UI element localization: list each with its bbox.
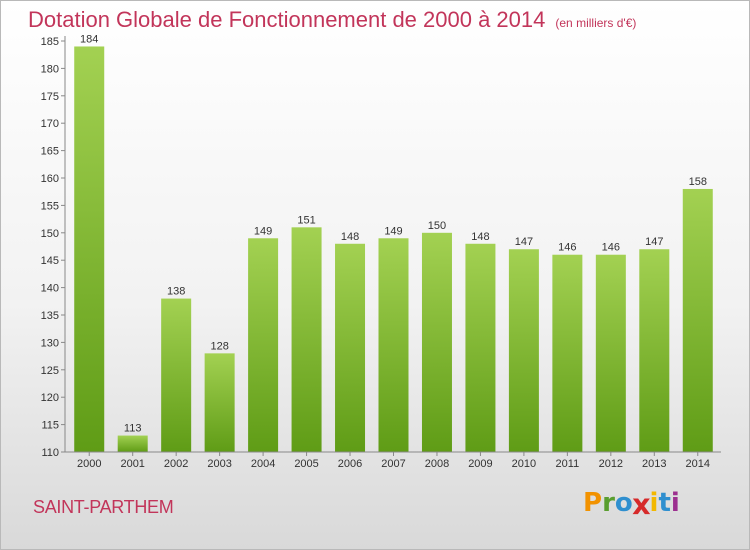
logo-letter: r <box>602 488 615 518</box>
bar-2012 <box>595 254 626 452</box>
x-tick-label-2007: 2007 <box>381 458 405 470</box>
y-tick-label: 120 <box>41 392 59 404</box>
x-tick-label-2006: 2006 <box>338 458 362 470</box>
bar-2010 <box>508 249 539 452</box>
y-tick-label: 140 <box>41 283 59 295</box>
bar-2013 <box>639 249 670 452</box>
y-tick-label: 165 <box>41 146 59 158</box>
data-label-2010: 147 <box>515 236 533 248</box>
y-tick-label: 185 <box>41 36 59 48</box>
chart-subtitle: (en milliers d'€) <box>555 16 637 30</box>
data-label-2013: 147 <box>645 236 663 248</box>
chart-title-text: Dotation Globale de Fonctionnement de 20… <box>28 7 546 32</box>
x-tick-label-2008: 2008 <box>425 458 449 470</box>
x-tick-label-2010: 2010 <box>512 458 536 470</box>
y-tick-label: 145 <box>41 255 59 267</box>
data-label-2008: 150 <box>428 220 446 232</box>
bar-2009 <box>465 243 496 452</box>
x-tick-label-2013: 2013 <box>642 458 666 470</box>
y-tick-label: 160 <box>41 173 59 185</box>
data-label-2001: 113 <box>124 423 142 435</box>
data-label-2002: 138 <box>167 286 185 298</box>
bar-2004 <box>248 238 279 452</box>
y-tick-label: 130 <box>41 337 59 349</box>
data-label-2011: 146 <box>558 242 576 254</box>
x-tick-label-2011: 2011 <box>556 458 580 470</box>
bar-2014 <box>682 188 713 452</box>
x-tick-label-2001: 2001 <box>120 458 144 470</box>
bar-2001 <box>117 435 148 452</box>
proxiti-logo: Proxiti <box>583 488 680 522</box>
logo-letter: t <box>658 488 671 518</box>
commune-name: SAINT-PARTHEM <box>33 497 174 517</box>
x-tick-label-2002: 2002 <box>164 458 188 470</box>
y-tick-label: 170 <box>41 118 59 130</box>
x-tick-label-2004: 2004 <box>251 458 275 470</box>
data-label-2007: 149 <box>384 225 402 237</box>
bar-chart: 110 115 120 125 130 135 140 145 150 155 160 165 170 1… <box>41 33 721 470</box>
data-label-2012: 146 <box>602 242 620 254</box>
x-tick-label-2009: 2009 <box>468 458 492 470</box>
x-tick-label-2012: 2012 <box>599 458 623 470</box>
y-tick-label: 175 <box>41 91 59 103</box>
x-tick-label-2000: 2000 <box>77 458 101 470</box>
bar-2000 <box>74 46 105 452</box>
data-label-2000: 184 <box>80 33 98 45</box>
y-tick-label: 110 <box>41 447 59 459</box>
y-tick-label: 155 <box>41 200 59 212</box>
bar-2006 <box>335 243 366 452</box>
bars: 184 113 138 128 149 151 148 149 150 148 147 146 146 1… <box>74 33 713 452</box>
logo-letter: i <box>670 488 680 518</box>
logo-letter: P <box>583 488 603 518</box>
data-label-2005: 151 <box>297 214 315 226</box>
bar-2002 <box>161 298 192 452</box>
y-tick-label: 135 <box>41 310 59 322</box>
data-label-2009: 148 <box>471 231 489 243</box>
logo-letter: x <box>631 488 651 522</box>
x-tick-label-2014: 2014 <box>686 458 710 470</box>
x-tick-label-2003: 2003 <box>207 458 231 470</box>
y-axis: 110 115 120 125 130 135 140 145 150 155 160 165 170 1… <box>41 36 66 459</box>
data-label-2014: 158 <box>689 176 707 188</box>
bar-2005 <box>291 227 322 452</box>
bar-2003 <box>204 353 235 452</box>
y-tick-label: 125 <box>41 365 59 377</box>
y-tick-label: 180 <box>41 63 59 75</box>
y-tick-label: 150 <box>41 228 59 240</box>
logo-letter: o <box>614 488 633 518</box>
logo-letter: i <box>649 488 659 518</box>
data-label-2003: 128 <box>210 340 228 352</box>
chart-title: Dotation Globale de Fonctionnement de 20… <box>28 7 636 33</box>
bar-2011 <box>552 254 583 452</box>
bar-2008 <box>421 232 452 452</box>
y-tick-label: 115 <box>41 420 59 432</box>
x-axis: 2000 2001 2002 2003 2004 2005 2006 2007 2008 2009… <box>65 451 721 470</box>
x-tick-label-2005: 2005 <box>294 458 318 470</box>
bar-2007 <box>378 238 409 452</box>
data-label-2004: 149 <box>254 225 272 237</box>
data-label-2006: 148 <box>341 231 359 243</box>
